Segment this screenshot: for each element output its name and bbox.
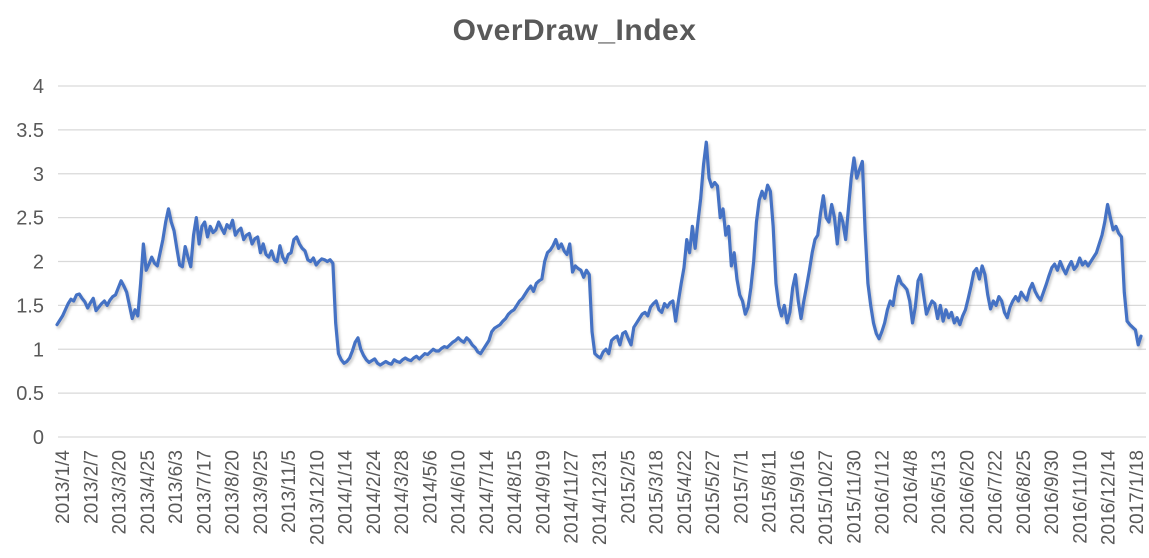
x-axis-tick-label: 2013/3/20 — [110, 450, 131, 535]
x-axis-tick-label: 2015/3/18 — [647, 450, 668, 535]
x-axis-tick-label: 2013/11/5 — [279, 450, 300, 533]
x-axis-tick-label: 2013/6/3 — [166, 450, 187, 524]
x-axis-tick-label: 2014/12/31 — [590, 450, 611, 545]
x-axis-tick-label: 2014/7/14 — [477, 450, 498, 535]
x-axis-tick-label: 2015/8/11 — [760, 450, 781, 533]
x-axis-tick-label: 2016/4/8 — [901, 450, 922, 524]
x-axis-tick-label: 2013/12/10 — [307, 450, 328, 545]
x-axis-tick-label: 2016/5/13 — [929, 450, 950, 535]
x-axis-tick-label: 2015/5/27 — [703, 450, 724, 535]
x-axis-tick-label: 2015/9/16 — [788, 450, 809, 535]
y-axis-tick-label: 1 — [33, 339, 44, 361]
x-axis-tick-label: 2016/9/30 — [1042, 450, 1063, 535]
x-axis-tick-label: 2013/7/17 — [194, 450, 215, 535]
y-axis-tick-label: 4 — [33, 76, 44, 98]
x-axis-tick-label: 2016/12/14 — [1099, 450, 1120, 546]
x-axis-tick-label: 2014/2/24 — [364, 450, 385, 535]
y-axis-tick-label: 3.5 — [16, 120, 44, 142]
x-axis-tick-label: 2016/11/10 — [1070, 450, 1091, 544]
x-axis-tick-label: 2015/4/22 — [675, 450, 696, 535]
y-axis-tick-label: 2 — [33, 252, 44, 274]
y-axis-tick-label: 3 — [33, 164, 44, 186]
chart-title: OverDraw_Index — [452, 14, 697, 47]
x-axis-tick-label: 2016/7/22 — [986, 450, 1007, 535]
y-axis-tick-label: 1.5 — [16, 295, 44, 317]
x-axis-tick-label: 2014/11/27 — [562, 450, 583, 544]
x-axis-tick-label: 2014/5/6 — [420, 450, 441, 524]
x-axis-tick-label: 2013/9/25 — [251, 450, 272, 535]
data-series-line — [55, 140, 1143, 367]
x-axis-tick-label: 2014/3/28 — [392, 450, 413, 535]
x-axis-tick-label: 2016/8/25 — [1014, 450, 1035, 535]
x-axis-tick-label: 2013/2/7 — [81, 450, 102, 524]
x-axis-tick-label: 2013/4/25 — [138, 450, 159, 535]
x-axis-tick-label: 2015/7/1 — [731, 450, 752, 524]
x-axis-tick-label: 2014/9/19 — [533, 450, 554, 535]
x-axis-tick-label: 2014/8/15 — [505, 450, 526, 535]
x-axis-tick-label: 2013/1/4 — [53, 450, 74, 524]
x-axis-tick-label: 2014/6/10 — [449, 450, 470, 535]
y-axis-tick-label: 0.5 — [16, 383, 44, 405]
x-axis-tick-label: 2014/1/14 — [336, 450, 357, 535]
x-axis-tick-label: 2017/1/18 — [1127, 450, 1148, 535]
x-axis-tick-label: 2016/6/20 — [957, 450, 978, 535]
x-axis-tick-label: 2015/10/27 — [816, 450, 837, 545]
y-axis-tick-label: 0 — [33, 427, 44, 449]
y-axis-tick-label: 2.5 — [16, 208, 44, 230]
x-axis-tick-label: 2013/8/20 — [223, 450, 244, 535]
x-axis-tick-label: 2015/2/5 — [618, 450, 639, 524]
x-axis-tick-label: 2015/11/30 — [844, 450, 865, 544]
x-axis-tick-label: 2016/1/12 — [873, 450, 894, 535]
